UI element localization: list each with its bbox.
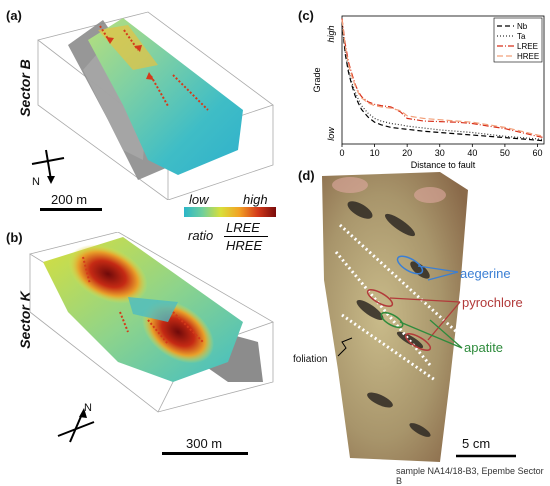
- x-axis-label: Distance to fault: [411, 160, 476, 168]
- panel-a-north-label: N: [32, 176, 40, 188]
- x-tick-label: 20: [402, 148, 412, 158]
- panel-b-north-arrow: [57, 408, 95, 443]
- legend-label-nb: Nb: [517, 22, 528, 31]
- colorbar-high-label: high: [243, 192, 268, 207]
- colorbar-ratio-label: ratio: [188, 228, 214, 243]
- pyrochlore-leaders: [389, 297, 461, 341]
- panel-b-north-label: N: [84, 402, 92, 414]
- panel-d-label: (d): [298, 168, 315, 183]
- x-tick-label: 40: [467, 148, 477, 158]
- colorbar-low-label: low: [189, 192, 209, 207]
- colorbar-gradient: [184, 207, 276, 217]
- panel-c-chart: 0 10 20 30 40 50 60 high low Distance to fault Gra…: [312, 15, 545, 168]
- panel-a-north-arrow: [31, 149, 65, 184]
- series-line-nb: [341, 22, 545, 142]
- x-tick-label: 50: [500, 148, 510, 158]
- chart-plot-frame: [341, 15, 545, 145]
- label-apatite: apatite: [464, 340, 504, 355]
- panel-c-label: (c): [298, 8, 314, 23]
- label-foliation: foliation: [293, 354, 328, 365]
- chart-legend-box: [493, 17, 543, 63]
- panel-b-label: (b): [6, 230, 23, 245]
- panel-d-caption: sample NA14/18-B3, Epembe Sector B: [396, 466, 544, 486]
- x-tick-label: 0: [339, 148, 344, 158]
- panel-a-scale-bar: [40, 208, 102, 211]
- apatite-leaders: [399, 319, 463, 349]
- x-tick-label: 30: [435, 148, 445, 158]
- panel-b-scale-label: 300 m: [186, 436, 223, 451]
- colorbar-fraction-bar: [224, 236, 268, 237]
- x-tick-label: 10: [370, 148, 380, 158]
- y-axis-label: Grade: [312, 67, 322, 92]
- panel-a-scale-label: 200 m: [51, 192, 88, 207]
- legend-label-lree: LREE: [517, 42, 538, 51]
- foliation-lines: [334, 223, 462, 382]
- panel-d-scale-label: 5 cm: [462, 436, 491, 451]
- label-pyrochlore: pyrochlore: [462, 295, 523, 310]
- colorbar-numerator: LREE: [226, 220, 260, 235]
- series-line-hree: [341, 19, 545, 137]
- panel-b-3d-model: [28, 232, 274, 413]
- panel-a-label: (a): [6, 8, 22, 23]
- y-tick-label-low: low: [326, 127, 336, 141]
- rock-specimen: [322, 172, 468, 462]
- series-line-ta: [341, 24, 545, 141]
- y-tick-label-high: high: [326, 25, 336, 42]
- panel-b-trend-arrows: [82, 256, 204, 345]
- panel-a-3d-model: [37, 11, 274, 200]
- label-aegerine: aegerine: [460, 266, 511, 281]
- panel-d-rock-sample: [322, 172, 516, 462]
- panel-b-scale-bar: [162, 452, 248, 455]
- x-tick-label: 60: [532, 148, 542, 158]
- legend-label-ta: Ta: [517, 32, 526, 41]
- aegerine-leaders: [417, 265, 459, 281]
- colorbar-denominator: HREE: [226, 238, 263, 253]
- legend-label-hree: HREE: [517, 52, 539, 61]
